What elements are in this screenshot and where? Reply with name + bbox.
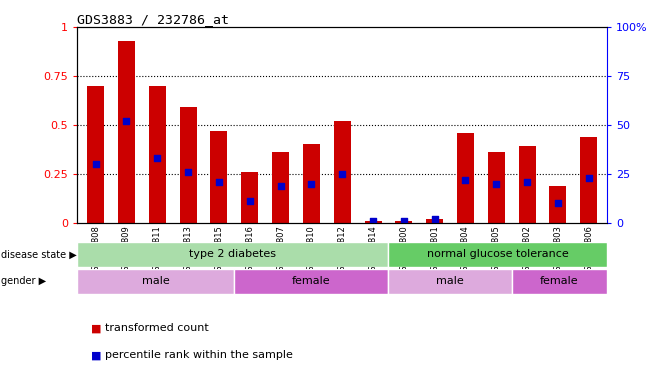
Bar [512, 269, 607, 294]
Point [522, 179, 533, 185]
Text: female: female [540, 276, 579, 286]
Text: male: male [436, 276, 464, 286]
Point [275, 182, 286, 189]
Bar [242, 172, 258, 223]
Point [337, 170, 348, 177]
Point [244, 198, 255, 204]
Text: percentile rank within the sample: percentile rank within the sample [105, 350, 293, 360]
Bar [149, 86, 166, 223]
Text: female: female [292, 276, 331, 286]
Bar [457, 132, 474, 223]
Text: disease state ▶: disease state ▶ [1, 249, 77, 260]
Bar [550, 185, 566, 223]
Bar [303, 144, 320, 223]
Bar [488, 152, 505, 223]
Text: gender ▶: gender ▶ [1, 276, 46, 286]
Point [306, 180, 317, 187]
Bar [272, 152, 289, 223]
Bar [180, 107, 197, 223]
Point [460, 177, 471, 183]
Text: ■: ■ [91, 350, 105, 360]
Bar [389, 269, 512, 294]
Bar [333, 121, 351, 223]
Bar [426, 219, 443, 223]
Text: transformed count: transformed count [105, 323, 209, 333]
Bar [77, 269, 234, 294]
Point [583, 175, 594, 181]
Point [183, 169, 193, 175]
Point [368, 218, 378, 224]
Text: ■: ■ [91, 323, 105, 333]
Bar [389, 242, 607, 267]
Bar [580, 137, 597, 223]
Point [152, 155, 162, 161]
Bar [364, 221, 382, 223]
Bar [395, 221, 412, 223]
Point [121, 118, 132, 124]
Text: type 2 diabetes: type 2 diabetes [189, 249, 276, 260]
Bar [118, 41, 135, 223]
Text: normal glucose tolerance: normal glucose tolerance [427, 249, 569, 260]
Point [399, 218, 409, 224]
Bar [87, 86, 104, 223]
Point [213, 179, 224, 185]
Text: GDS3883 / 232786_at: GDS3883 / 232786_at [77, 13, 229, 26]
Point [429, 216, 440, 222]
Point [91, 161, 101, 167]
Bar [234, 269, 389, 294]
Bar [211, 131, 227, 223]
Bar [519, 146, 535, 223]
Text: male: male [142, 276, 170, 286]
Point [553, 200, 564, 206]
Bar [77, 242, 389, 267]
Point [491, 180, 502, 187]
